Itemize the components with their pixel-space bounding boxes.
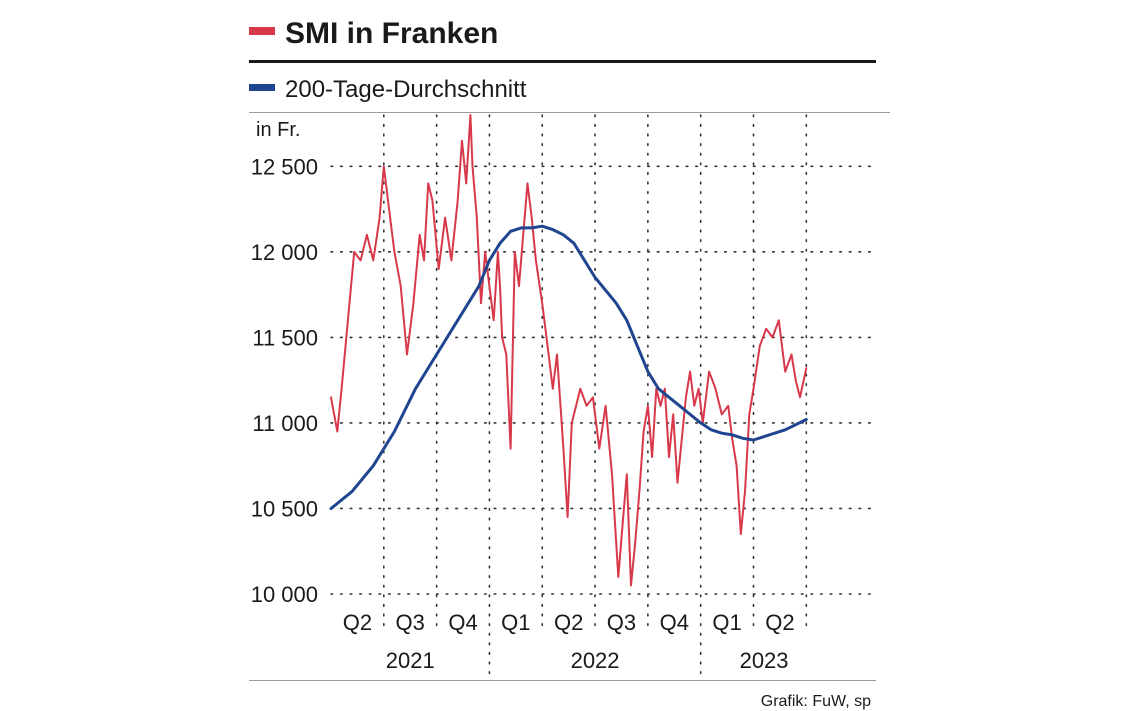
y-axis-unit-label: in Fr.: [256, 119, 300, 141]
series-layer: [329, 114, 808, 587]
series-line-smi: [330, 114, 808, 587]
x-tick-label-quarter: Q1: [501, 610, 530, 635]
axis-layer: 10 000 10 500 11 000 11 500 12 000 12 500 Q2 Q3…: [251, 154, 795, 673]
legend-label-average: 200-Tage-Durchschnitt: [285, 76, 527, 103]
x-tick-label-quarter: Q2: [765, 610, 794, 635]
x-tick-label-quarter: Q3: [607, 610, 636, 635]
x-tick-label-quarter: Q4: [448, 610, 477, 635]
legend-swatch-average: [249, 84, 275, 91]
y-tick-label: 10 500: [251, 496, 318, 521]
x-tick-label-year: 2021: [386, 648, 435, 673]
x-tick-label-quarter: Q1: [712, 610, 741, 635]
x-tick-label-quarter: Q3: [396, 610, 425, 635]
legend-swatch-smi: [249, 27, 275, 35]
y-tick-label: 12 500: [251, 154, 318, 179]
y-tick-label: 11 000: [252, 411, 318, 436]
x-tick-label-quarter: Q4: [660, 610, 689, 635]
x-tick-label-year: 2022: [571, 648, 620, 673]
y-tick-label: 11 500: [252, 325, 318, 350]
chart-title: SMI in Franken: [285, 17, 498, 50]
x-tick-label-quarter: Q2: [554, 610, 583, 635]
y-tick-label: 12 000: [251, 240, 318, 265]
y-tick-label: 10 000: [251, 582, 318, 607]
series-line-200-day-average: [329, 224, 808, 510]
x-tick-label-quarter: Q2: [343, 610, 372, 635]
x-tick-label-year: 2023: [740, 648, 789, 673]
source-credit: Grafik: FuW, sp: [761, 693, 871, 710]
